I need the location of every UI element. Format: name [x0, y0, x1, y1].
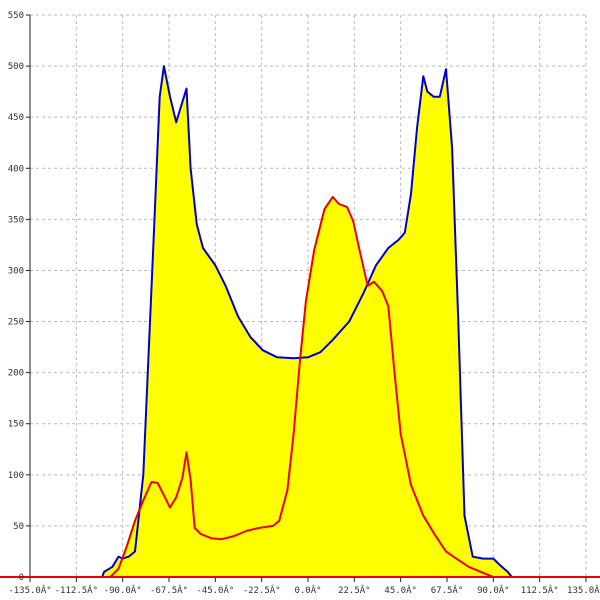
plot-area: -135.0Â° -112.5Â° -90.0Â° -67.5Â° -45.0Â° -22…	[0, 11, 600, 596]
y-tick-label: 0	[19, 573, 24, 583]
x-tick-label: 67.5Â°	[431, 584, 464, 596]
x-tick-label: -90.0Â°	[104, 584, 142, 596]
y-tick-label: 200	[8, 369, 24, 379]
y-tick-label: 300	[8, 266, 24, 276]
series-1-area	[102, 66, 512, 577]
y-tick-label: 450	[8, 113, 24, 123]
y-tick-label: 350	[8, 215, 24, 225]
y-tick-label: 400	[8, 164, 24, 174]
series-lines	[101, 65, 513, 578]
x-tick-label: -112.5Â°	[55, 584, 98, 596]
x-tick-label: 90.0Â°	[477, 584, 510, 596]
x-tick-label: -22.5Â°	[243, 584, 281, 596]
x-tick-label: 0.0Â°	[294, 584, 321, 596]
y-tick-label: 50	[13, 522, 24, 532]
x-tick-label: -135.0Â°	[8, 584, 51, 596]
x-tick-label: 135.0Â°	[567, 584, 600, 596]
y-tick-label: 250	[8, 318, 24, 328]
tick-labels: -135.0Â° -112.5Â° -90.0Â° -67.5Â° -45.0Â° -22…	[8, 11, 600, 596]
x-tick-label: -45.0Â°	[196, 584, 234, 596]
x-tick-label: 112.5Â°	[521, 584, 559, 596]
x-tick-label: -67.5Â°	[150, 584, 188, 596]
y-tick-label: 500	[8, 62, 24, 72]
x-tick-label: 45.0Â°	[384, 584, 417, 596]
series-2-line	[102, 195, 494, 578]
y-tick-label: 550	[8, 11, 24, 21]
axes	[0, 14, 600, 582]
y-tick-label: 150	[8, 420, 24, 430]
y-tick-label: 100	[8, 471, 24, 481]
x-tick-label: 22.5Â°	[338, 584, 371, 596]
